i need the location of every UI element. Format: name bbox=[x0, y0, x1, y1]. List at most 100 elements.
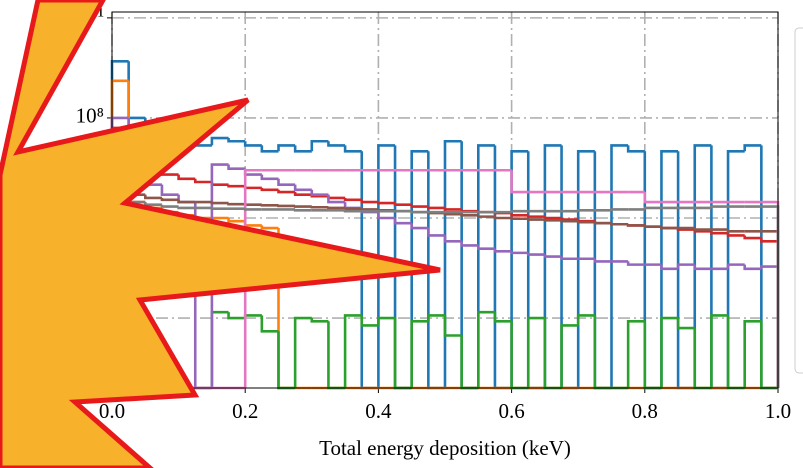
histogram-step bbox=[243, 208, 262, 211]
histogram-step bbox=[526, 316, 545, 388]
histogram-step bbox=[227, 138, 246, 143]
histogram-step bbox=[510, 217, 529, 221]
histogram-step bbox=[726, 233, 745, 237]
histogram-step bbox=[477, 245, 495, 251]
histogram-step bbox=[260, 174, 279, 181]
starburst bbox=[0, 0, 441, 468]
histogram-step bbox=[576, 149, 595, 388]
histogram-step bbox=[377, 212, 396, 220]
legend-frame bbox=[794, 27, 803, 374]
x-axis-label: Total energy deposition (keV) bbox=[319, 436, 571, 460]
histogram-step bbox=[676, 318, 695, 330]
histogram-step bbox=[643, 225, 662, 228]
histogram-step bbox=[576, 220, 595, 224]
histogram-step bbox=[327, 194, 346, 204]
histogram-step bbox=[427, 206, 445, 210]
histogram-step bbox=[593, 221, 612, 225]
histogram-step bbox=[510, 149, 529, 388]
histogram-step bbox=[493, 312, 512, 323]
histogram-step bbox=[360, 315, 379, 327]
histogram-step bbox=[643, 192, 662, 204]
histogram-step bbox=[227, 184, 246, 188]
histogram-step bbox=[360, 208, 379, 211]
histogram-step bbox=[443, 315, 462, 337]
x-tick-label: 0.4 bbox=[365, 399, 392, 423]
histogram-step bbox=[477, 144, 495, 388]
histogram-step bbox=[460, 241, 479, 247]
histogram-step bbox=[410, 204, 429, 208]
histogram-step bbox=[377, 144, 396, 388]
histogram-step bbox=[293, 316, 312, 388]
histogram-step bbox=[210, 207, 229, 210]
histogram-step bbox=[427, 314, 445, 322]
histogram-step bbox=[510, 213, 529, 217]
histogram-step bbox=[543, 144, 562, 388]
histogram-step bbox=[243, 168, 262, 388]
histogram-step bbox=[726, 229, 745, 233]
histogram-step bbox=[643, 206, 662, 210]
histogram-step bbox=[626, 319, 645, 388]
histogram-step bbox=[293, 209, 312, 212]
histogram-step bbox=[144, 202, 162, 207]
histogram-step bbox=[227, 312, 246, 320]
histogram-step bbox=[343, 314, 362, 388]
histogram-step bbox=[243, 203, 262, 207]
x-tick-label: 0.6 bbox=[498, 399, 524, 423]
histogram-step bbox=[427, 228, 445, 237]
histogram-step bbox=[210, 136, 229, 146]
histogram-step bbox=[560, 324, 579, 388]
histogram-step bbox=[593, 258, 612, 263]
histogram-step bbox=[660, 316, 679, 388]
histogram-step bbox=[443, 207, 462, 211]
plot-area: 0.00.20.40.60.81.010²10⁵10⁸10¹¹ bbox=[70, 4, 791, 423]
y-tick-label: 10⁸ bbox=[76, 104, 104, 128]
histogram-step bbox=[710, 314, 729, 388]
histogram-step bbox=[493, 216, 512, 220]
histogram-step bbox=[343, 207, 362, 210]
histogram-step bbox=[576, 314, 595, 326]
histogram-step bbox=[660, 226, 679, 230]
histogram-step bbox=[543, 216, 562, 220]
histogram-step bbox=[377, 316, 396, 326]
histogram-step bbox=[693, 144, 712, 388]
histogram-step bbox=[260, 187, 279, 192]
histogram-step bbox=[610, 222, 629, 226]
histogram-step bbox=[193, 178, 212, 184]
x-tick-label: 1.0 bbox=[765, 399, 791, 423]
histogram-step bbox=[327, 141, 346, 147]
histogram-step bbox=[343, 145, 362, 153]
histogram-step bbox=[377, 201, 396, 205]
histogram-step bbox=[726, 149, 745, 388]
histogram-step bbox=[277, 144, 296, 152]
histogram-step bbox=[177, 174, 196, 181]
histogram-step bbox=[510, 170, 529, 194]
histogram-step bbox=[277, 204, 296, 208]
histogram-step bbox=[327, 206, 346, 210]
histogram-step bbox=[360, 199, 379, 204]
histogram-step bbox=[660, 149, 679, 388]
histogram-step bbox=[526, 218, 545, 221]
histogram-step bbox=[510, 209, 529, 213]
histogram-step bbox=[243, 141, 262, 147]
histogram-step bbox=[610, 144, 629, 388]
histogram-step bbox=[576, 209, 595, 212]
histogram-step bbox=[144, 194, 162, 200]
histogram-step bbox=[293, 192, 312, 196]
histogram-step bbox=[543, 254, 562, 258]
histogram-step bbox=[526, 252, 545, 256]
histogram-step bbox=[443, 235, 462, 243]
histogram-step bbox=[626, 261, 645, 266]
histogram-step bbox=[293, 145, 312, 153]
histogram-step bbox=[510, 251, 529, 255]
histogram-step bbox=[210, 163, 229, 388]
histogram-step bbox=[310, 139, 329, 152]
histogram-step bbox=[443, 212, 462, 216]
histogram-step bbox=[660, 264, 679, 271]
histogram-step bbox=[477, 215, 495, 218]
histogram-step bbox=[260, 204, 279, 207]
histogram-step bbox=[410, 149, 429, 388]
histogram-step bbox=[560, 219, 579, 223]
histogram-step bbox=[210, 201, 229, 205]
histogram-step bbox=[526, 215, 545, 218]
